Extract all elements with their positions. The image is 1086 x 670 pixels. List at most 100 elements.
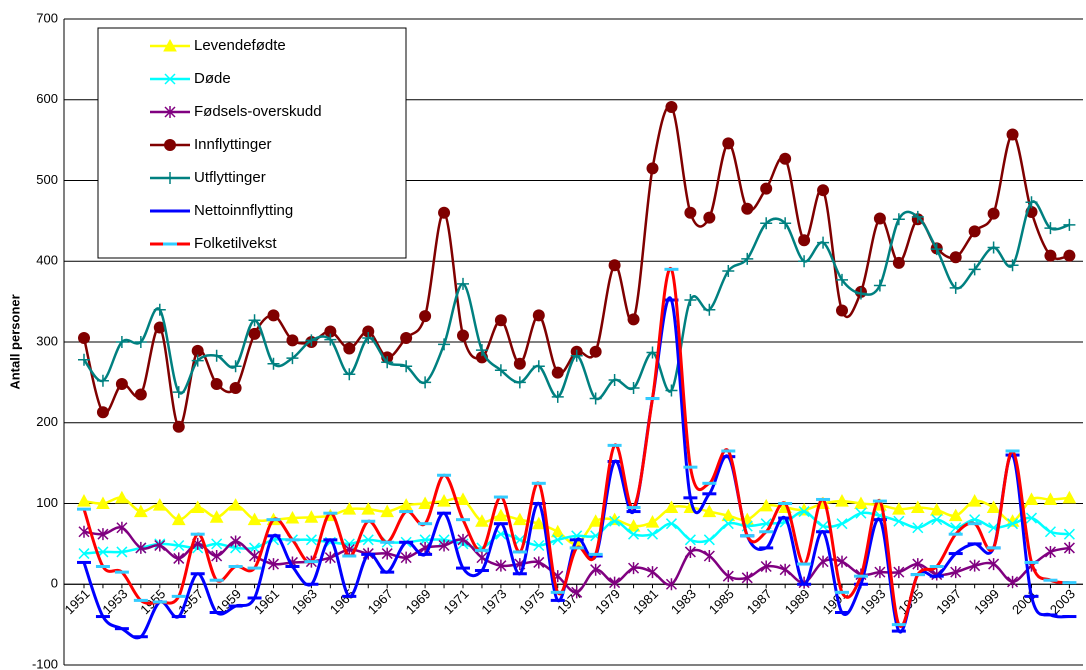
marker <box>817 236 830 249</box>
marker <box>513 357 526 370</box>
marker <box>721 508 736 522</box>
marker <box>836 518 848 530</box>
marker <box>874 566 886 579</box>
marker <box>968 263 981 276</box>
marker <box>551 366 564 379</box>
legend-marker <box>164 106 176 118</box>
marker <box>475 514 489 527</box>
marker <box>362 325 375 338</box>
marker <box>438 206 451 219</box>
marker <box>703 534 715 546</box>
marker <box>229 360 242 373</box>
marker <box>533 539 545 552</box>
marker <box>1043 492 1058 505</box>
marker <box>1044 249 1057 262</box>
marker <box>400 331 413 344</box>
marker <box>703 211 716 224</box>
marker <box>362 331 375 344</box>
marker <box>78 331 90 344</box>
marker <box>343 368 356 381</box>
marker <box>247 512 262 526</box>
marker <box>987 207 1000 220</box>
marker <box>665 101 678 114</box>
marker <box>77 494 91 507</box>
marker <box>760 182 773 195</box>
marker <box>532 360 545 373</box>
marker <box>969 559 981 572</box>
marker <box>285 510 300 524</box>
marker <box>949 281 962 294</box>
marker <box>1006 128 1019 141</box>
marker <box>571 586 583 599</box>
marker <box>304 510 319 523</box>
marker <box>588 514 603 527</box>
marker <box>589 392 602 405</box>
marker <box>153 303 166 316</box>
marker <box>1006 259 1019 272</box>
marker <box>628 528 640 540</box>
marker <box>552 534 564 546</box>
marker <box>798 234 811 247</box>
marker <box>684 294 697 307</box>
marker <box>912 558 924 571</box>
marker <box>741 252 754 265</box>
marker <box>400 360 413 373</box>
legend-marker <box>164 172 176 184</box>
marker <box>457 533 469 546</box>
marker <box>703 549 715 562</box>
marker <box>1007 575 1019 588</box>
marker <box>798 506 810 518</box>
marker <box>513 512 527 526</box>
marker <box>551 390 564 403</box>
marker <box>1025 196 1038 209</box>
marker <box>135 541 147 554</box>
y-tick-label: 0 <box>51 576 58 591</box>
marker <box>248 327 261 340</box>
marker <box>684 545 696 558</box>
marker <box>1024 492 1039 505</box>
legend-label: Nettoinnflytting <box>194 202 293 219</box>
marker <box>759 498 774 512</box>
marker <box>190 500 205 514</box>
marker <box>116 521 128 534</box>
series <box>77 267 1077 628</box>
marker <box>418 496 432 509</box>
marker <box>324 333 337 346</box>
legend-label: Fødsels-overskudd <box>194 103 322 120</box>
marker <box>228 498 243 511</box>
marker <box>172 420 185 433</box>
marker <box>893 566 905 579</box>
marker <box>249 542 261 554</box>
marker <box>929 502 944 516</box>
legend-label: Innflyttinger <box>194 136 272 153</box>
marker <box>893 515 905 527</box>
marker <box>892 256 905 269</box>
marker <box>949 251 962 264</box>
marker <box>191 344 204 357</box>
marker <box>968 225 981 238</box>
marker <box>646 566 659 579</box>
marker <box>210 377 223 390</box>
marker <box>911 210 924 223</box>
legend-marker <box>163 38 177 52</box>
marker <box>533 556 545 569</box>
marker <box>437 494 451 507</box>
marker <box>628 562 640 575</box>
y-tick-label: 100 <box>36 495 58 510</box>
marker <box>609 515 621 527</box>
marker <box>892 502 906 515</box>
marker <box>438 539 450 552</box>
marker <box>665 578 677 591</box>
marker <box>343 342 356 355</box>
marker <box>456 492 470 505</box>
marker <box>987 241 1000 254</box>
marker <box>855 507 867 519</box>
marker <box>267 357 280 370</box>
marker <box>210 349 223 362</box>
marker <box>495 559 507 572</box>
marker <box>134 504 148 518</box>
series <box>78 521 1075 599</box>
marker <box>1007 518 1019 530</box>
marker <box>419 534 431 546</box>
